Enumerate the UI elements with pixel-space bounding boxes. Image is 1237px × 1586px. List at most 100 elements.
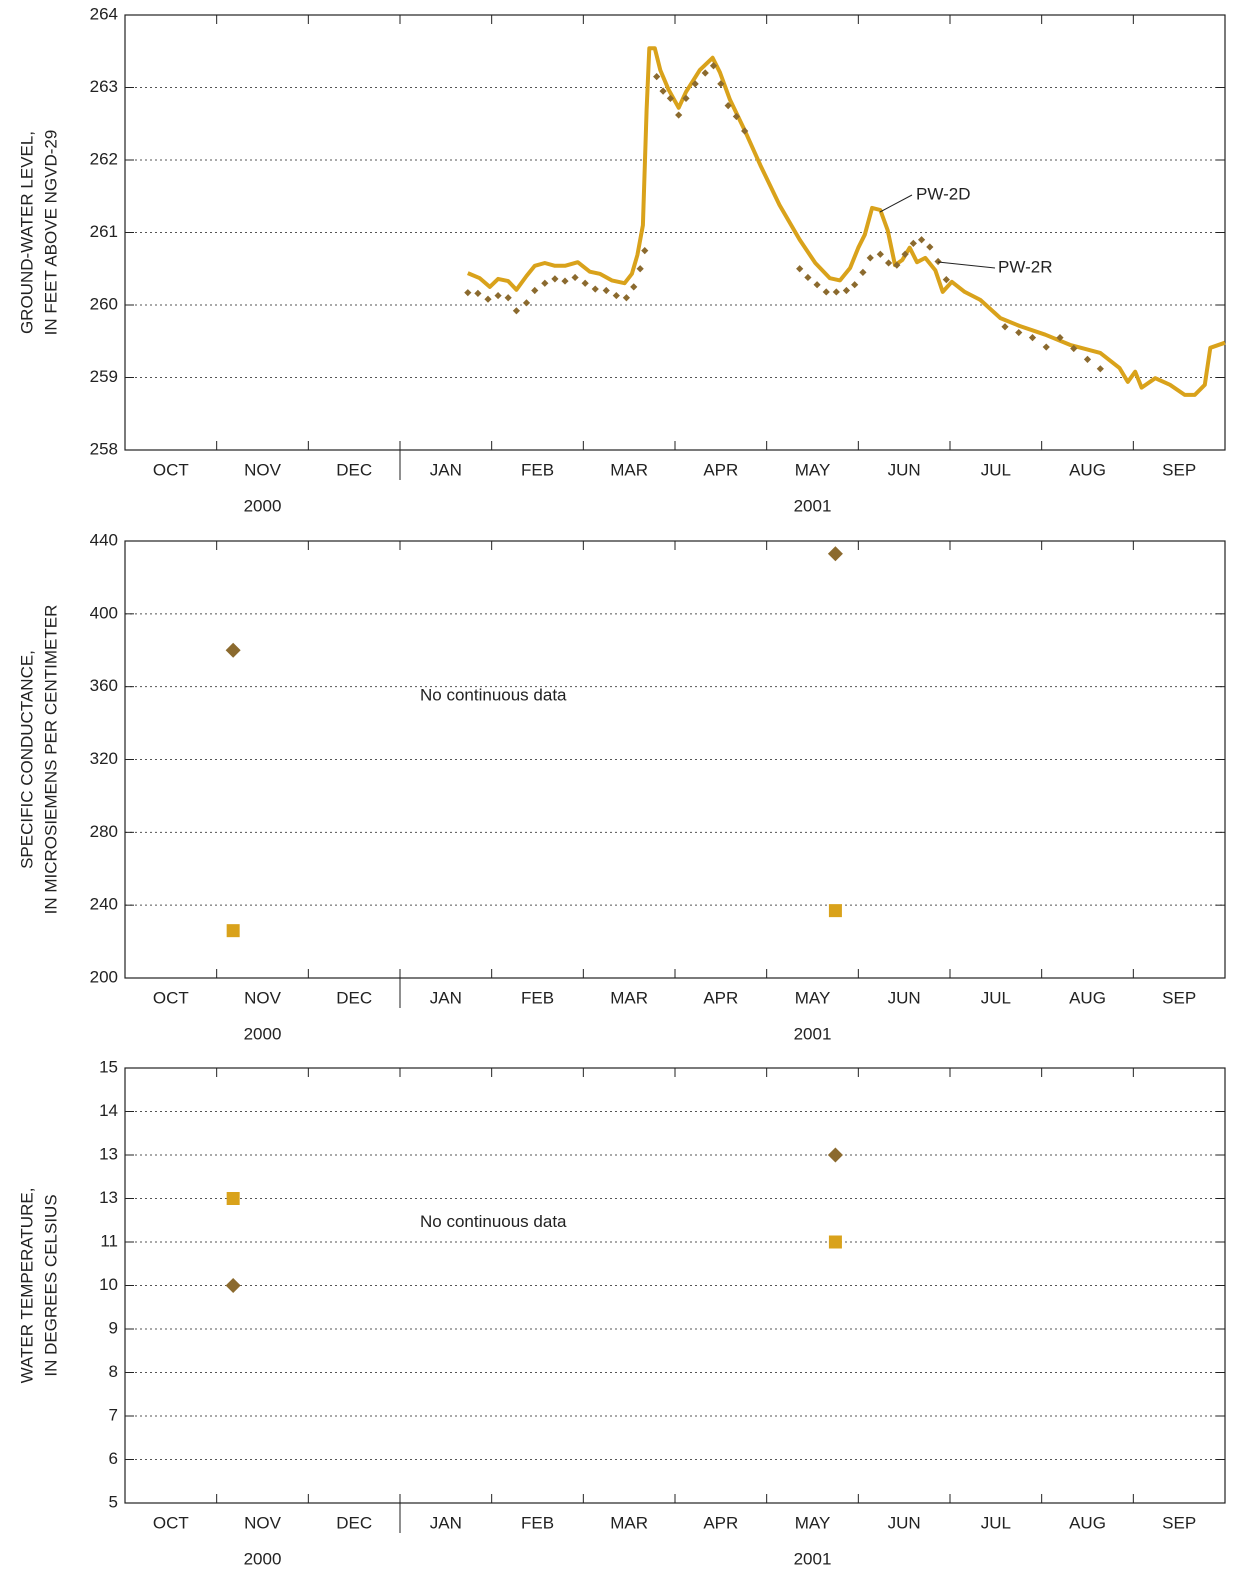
- x-tick-label: DEC: [336, 460, 372, 479]
- y-tick-label: 280: [90, 822, 118, 841]
- diamond-marker: [832, 288, 840, 296]
- diamond-marker: [842, 286, 851, 295]
- diamond-marker: [551, 275, 559, 283]
- diamond-marker: [541, 279, 549, 287]
- diamond-marker: [893, 261, 901, 269]
- series-label: PW-2R: [998, 257, 1052, 276]
- diamond-marker: [813, 281, 821, 289]
- y-axis-title: GROUND-WATER LEVEL,: [17, 131, 36, 334]
- diamond-marker: [942, 276, 950, 284]
- x-tick-label: AUG: [1069, 988, 1106, 1007]
- year-label: 2000: [244, 1024, 282, 1043]
- diamond-marker: [484, 295, 492, 303]
- y-tick-label: 15: [99, 1057, 118, 1076]
- y-tick-label: 400: [90, 603, 118, 622]
- diamond-marker: [866, 254, 874, 262]
- diamond-marker: [851, 281, 859, 289]
- x-tick-label: FEB: [521, 1513, 554, 1532]
- x-tick-label: JUN: [888, 988, 921, 1007]
- x-tick-label: MAY: [795, 1513, 831, 1532]
- diamond-marker: [796, 265, 804, 273]
- x-tick-label: FEB: [521, 988, 554, 1007]
- year-label: 2000: [244, 496, 282, 515]
- annotation: No continuous data: [420, 1212, 567, 1231]
- diamond-marker: [724, 102, 732, 110]
- diamond-marker: [225, 1278, 241, 1293]
- year-label: 2001: [794, 1024, 832, 1043]
- x-tick-label: MAY: [795, 988, 831, 1007]
- y-tick-label: 7: [109, 1405, 118, 1424]
- diamond-marker: [1056, 334, 1064, 342]
- diamond-marker: [926, 243, 934, 251]
- diamond-marker: [682, 94, 690, 102]
- diamond-marker: [909, 239, 917, 247]
- diamond-marker: [827, 1147, 843, 1163]
- square-marker: [226, 1192, 240, 1205]
- y-axis-title: IN FEET ABOVE NGVD-29: [41, 130, 60, 336]
- y-tick-label: 9: [109, 1318, 118, 1337]
- series-line: [467, 46, 1226, 397]
- diamond-marker: [1083, 355, 1092, 363]
- diamond-marker: [732, 112, 741, 121]
- year-label: 2001: [794, 1549, 832, 1568]
- diamond-marker: [602, 286, 610, 295]
- x-tick-label: MAR: [610, 460, 648, 479]
- diamond-marker: [1028, 334, 1037, 342]
- x-tick-label: SEP: [1162, 460, 1196, 479]
- y-tick-label: 262: [90, 149, 118, 168]
- y-axis-title: IN MICROSIEMENS PER CENTIMETER: [41, 605, 60, 915]
- x-tick-label: JAN: [430, 988, 462, 1007]
- diamond-marker: [474, 289, 482, 297]
- y-tick-label: 263: [90, 77, 118, 96]
- y-tick-label: 6: [109, 1449, 118, 1468]
- diamond-marker: [622, 294, 631, 302]
- diamond-marker: [701, 69, 709, 77]
- diamond-marker: [1096, 365, 1104, 373]
- diamond-marker: [917, 236, 926, 244]
- x-tick-label: JUN: [888, 460, 921, 479]
- diamond-marker: [934, 257, 942, 266]
- square-marker: [226, 924, 240, 938]
- diamond-marker: [612, 291, 620, 300]
- diamond-marker: [522, 299, 531, 307]
- year-label: 2001: [794, 496, 832, 515]
- diamond-marker: [804, 273, 812, 282]
- label-leader: [879, 194, 913, 213]
- x-tick-label: OCT: [153, 460, 189, 479]
- diamond-marker: [1001, 323, 1009, 331]
- y-tick-label: 5: [109, 1492, 118, 1511]
- diamond-marker: [666, 94, 675, 102]
- diamond-marker: [641, 247, 649, 255]
- x-tick-label: OCT: [153, 1513, 189, 1532]
- x-tick-label: SEP: [1162, 1513, 1196, 1532]
- y-tick-label: 440: [90, 530, 118, 549]
- y-tick-label: 360: [90, 676, 118, 695]
- y-tick-label: 260: [90, 294, 118, 313]
- y-tick-label: 258: [90, 439, 118, 458]
- x-tick-label: JUL: [981, 460, 1011, 479]
- y-tick-label: 10: [99, 1275, 118, 1294]
- diamond-marker: [659, 87, 667, 95]
- diamond-marker: [901, 250, 909, 258]
- x-tick-label: JUN: [888, 1513, 921, 1532]
- diamond-marker: [876, 250, 884, 258]
- diamond-marker: [1070, 344, 1078, 353]
- series-label: PW-2D: [916, 184, 970, 203]
- y-tick-label: 259: [90, 367, 118, 386]
- x-tick-label: MAR: [610, 1513, 648, 1532]
- y-tick-label: 11: [100, 1231, 118, 1250]
- x-tick-label: NOV: [244, 1513, 282, 1532]
- diamond-marker: [581, 279, 589, 287]
- x-tick-label: APR: [703, 1513, 738, 1532]
- x-tick-label: JUL: [981, 1513, 1011, 1532]
- x-tick-label: MAY: [795, 460, 831, 479]
- diamond-marker: [691, 80, 699, 88]
- diamond-marker: [504, 294, 512, 302]
- year-label: 2000: [244, 1549, 282, 1568]
- diamond-marker: [1015, 328, 1023, 337]
- diamond-marker: [494, 291, 502, 300]
- y-tick-label: 320: [90, 749, 118, 768]
- x-tick-label: JAN: [430, 1513, 462, 1532]
